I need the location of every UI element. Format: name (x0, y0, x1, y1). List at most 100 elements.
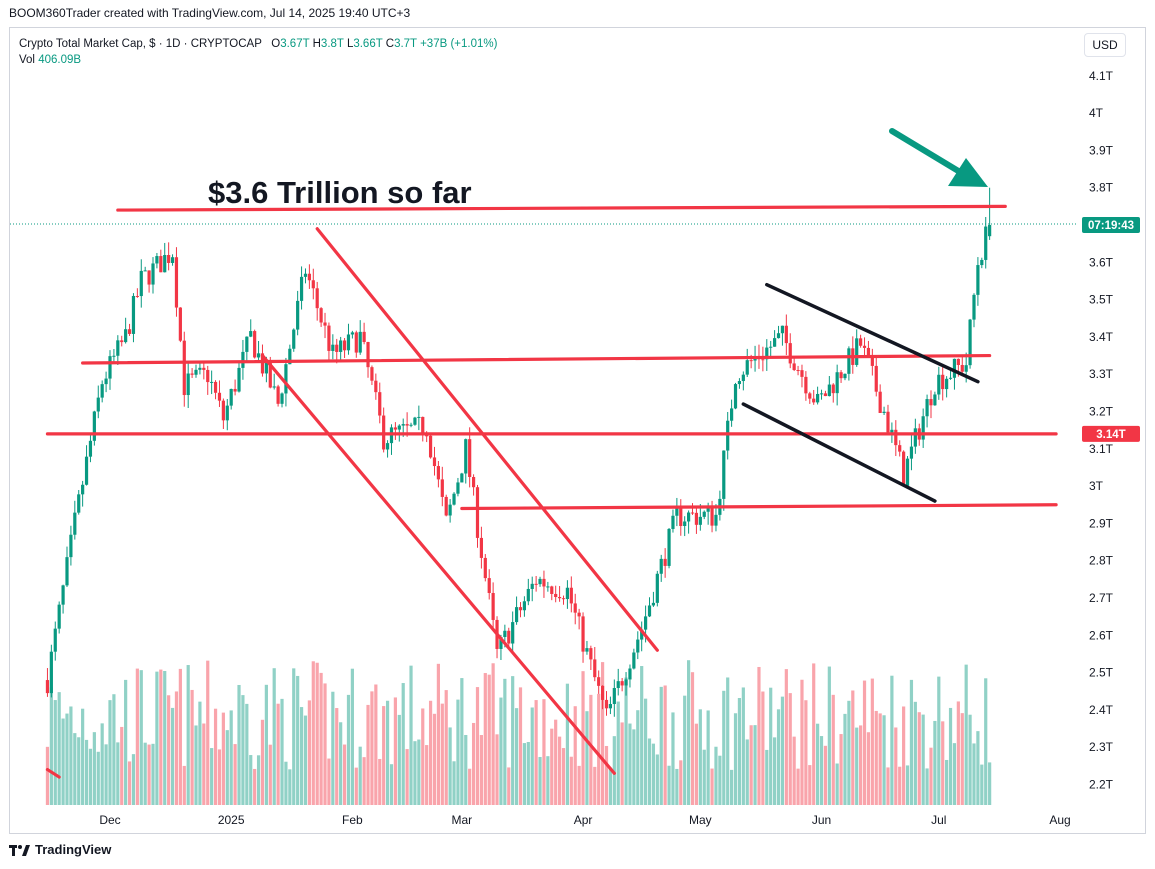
volume-bar (440, 703, 444, 805)
candle-body (296, 300, 300, 330)
volume-bar (143, 742, 147, 805)
candle-body (499, 636, 503, 649)
candle-body (124, 329, 128, 343)
candle-body (608, 704, 613, 709)
candle-body (827, 384, 831, 397)
candle-body (260, 353, 265, 374)
volume-bar (151, 743, 155, 805)
candle-body (737, 381, 742, 385)
candle-body (671, 515, 675, 529)
x-tick-label: Apr (574, 813, 593, 827)
candle-body (964, 365, 968, 372)
trend-line[interactable] (260, 353, 616, 775)
volume-bar (276, 703, 280, 805)
candle-body (534, 583, 538, 585)
trend-line[interactable] (45, 767, 61, 779)
y-tick-label: 3.4T (1089, 330, 1114, 344)
candle-body (730, 408, 734, 421)
y-tick-label: 2.5T (1089, 666, 1114, 680)
volume-bar (491, 663, 495, 805)
candle-body (698, 516, 702, 525)
volume-bar (186, 665, 190, 805)
candle-body (773, 338, 777, 347)
volume-bar (61, 718, 65, 805)
candle-body (612, 687, 616, 705)
volume-bar (577, 765, 581, 805)
candle-body (190, 373, 194, 375)
volume-bars (45, 660, 992, 805)
volume-bar (495, 734, 499, 805)
candle-body (714, 514, 718, 526)
volume-bar (221, 712, 225, 805)
candle-body (667, 528, 671, 566)
candle-body (921, 416, 925, 440)
candle-body (788, 343, 792, 364)
volume-bar (393, 697, 397, 805)
trend-line[interactable] (765, 282, 980, 384)
candle-body (972, 294, 976, 320)
candle-body (342, 340, 347, 351)
candle-body (968, 319, 972, 366)
trend-line[interactable] (81, 353, 992, 365)
candle-body (288, 348, 292, 365)
candle-body (116, 340, 120, 356)
volume-bar (722, 690, 726, 805)
candle-body (514, 607, 519, 623)
volume-bar (358, 746, 362, 805)
volume-bar (299, 707, 304, 805)
price-badge-label: 07:19:43 (1088, 220, 1134, 232)
volume-bar (655, 754, 659, 805)
volume-bar (385, 700, 390, 805)
candle-body (401, 424, 405, 426)
candle-body (307, 273, 311, 281)
volume-bar (73, 733, 77, 805)
candle-body (526, 588, 530, 602)
candle-body (585, 648, 589, 652)
volume-bar (159, 669, 163, 805)
volume-bar (694, 723, 699, 805)
volume-bar (522, 743, 527, 805)
volume-bar (389, 764, 394, 805)
candle-body (77, 494, 81, 513)
volume-bar (679, 760, 683, 805)
volume-bar (190, 689, 194, 805)
volume-bar (342, 744, 347, 805)
volume-bar (569, 756, 573, 805)
volume-bar (483, 673, 487, 805)
footer-brand[interactable]: TradingView (9, 842, 111, 857)
candle-body (679, 507, 683, 527)
volume-bar (671, 712, 675, 805)
candle-body (331, 344, 335, 351)
volume-bar (511, 676, 515, 805)
candle-body (800, 370, 804, 377)
volume-bar (737, 698, 742, 805)
currency-button[interactable]: USD (1084, 33, 1126, 57)
candle-body (898, 445, 902, 452)
price-badge (1082, 217, 1140, 233)
legend-symbol[interactable]: Crypto Total Market Cap, $ · 1D · CRYPTO… (19, 38, 262, 50)
candle-body (272, 386, 276, 388)
candle-body (722, 450, 726, 499)
volume-bar (413, 741, 417, 805)
legend-change: +37B (+1.01%) (420, 38, 498, 50)
volume-bar (77, 737, 81, 805)
candle-body (358, 331, 362, 353)
trend-line[interactable] (460, 503, 1058, 511)
time-axis[interactable]: Dec 2025 Feb Mar Apr May Jun Jul Aug (99, 813, 1070, 827)
candle-body (479, 537, 483, 558)
y-tick-label: 3.9T (1089, 143, 1114, 157)
volume-bar (659, 686, 663, 805)
trend-line[interactable] (741, 402, 937, 503)
volume-bar (444, 690, 448, 805)
volume-bar (241, 695, 245, 805)
volume-bar (311, 661, 315, 805)
candle-body (432, 457, 437, 467)
trend-line[interactable] (116, 204, 1007, 212)
trend-line[interactable] (315, 227, 659, 652)
candle-body (104, 378, 108, 385)
volume-bar (530, 707, 534, 805)
price-axis[interactable]: 4.1T4T3.9T3.8T3.7T3.6T3.5T3.4T3.3T3.2T3.… (1089, 69, 1114, 792)
candle-body (323, 322, 327, 326)
volume-bar (538, 756, 542, 805)
